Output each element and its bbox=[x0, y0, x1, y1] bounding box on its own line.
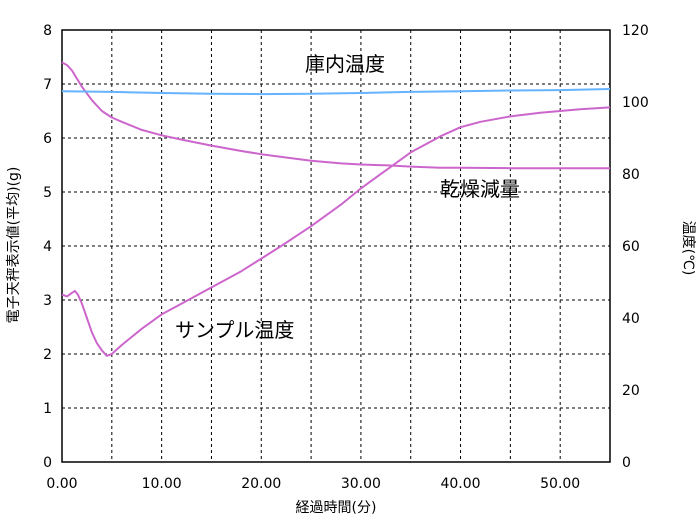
y-right-tick-6: 120 bbox=[622, 23, 649, 39]
y-left-tick-8: 8 bbox=[43, 23, 52, 39]
y-right-tick-5: 100 bbox=[622, 95, 649, 111]
y-left-tick-3: 3 bbox=[43, 293, 52, 309]
tick-labels: 0 1 2 3 4 5 6 7 8 0.00 10.00 20.00 30.00 40.00 50.00 0 2… bbox=[43, 23, 649, 492]
y-right-tick-4: 80 bbox=[622, 167, 640, 183]
grid bbox=[62, 30, 610, 462]
series-layer bbox=[61, 61, 611, 357]
annotation-chamber-temperature: 庫内温度 bbox=[305, 52, 385, 76]
y-left-tick-2: 2 bbox=[43, 347, 52, 363]
series-sample-temperature-line bbox=[61, 106, 611, 357]
plot-frame bbox=[61, 29, 611, 463]
y-right-tick-3: 60 bbox=[622, 239, 640, 255]
y-left-tick-5: 5 bbox=[43, 185, 52, 201]
series-chamber-temperature-line bbox=[61, 88, 611, 96]
y-left-axis-title: 電子天秤表示値(平均)(g) bbox=[6, 167, 22, 324]
x-tick-5: 50.00 bbox=[540, 476, 580, 492]
y-left-tick-4: 4 bbox=[43, 239, 52, 255]
series-drying-loss-line bbox=[61, 61, 610, 170]
y-left-tick-1: 1 bbox=[43, 401, 52, 417]
annotation-drying-loss: 乾燥減量 bbox=[440, 177, 520, 201]
y-right-tick-2: 40 bbox=[622, 311, 640, 327]
x-tick-2: 20.00 bbox=[241, 476, 281, 492]
y-left-tick-7: 7 bbox=[43, 77, 52, 93]
y-right-tick-1: 20 bbox=[622, 383, 640, 399]
x-tick-0: 0.00 bbox=[46, 476, 77, 492]
annotation-sample-temperature: サンプル温度 bbox=[175, 318, 294, 342]
x-tick-3: 30.00 bbox=[341, 476, 381, 492]
x-tick-4: 40.00 bbox=[440, 476, 480, 492]
y-right-axis-title: 温度(℃) bbox=[680, 221, 696, 276]
y-left-tick-0: 0 bbox=[43, 455, 52, 471]
x-tick-1: 10.00 bbox=[142, 476, 182, 492]
y-left-tick-6: 6 bbox=[43, 131, 52, 147]
x-axis-title: 経過時間(分) bbox=[296, 500, 377, 516]
y-right-tick-0: 0 bbox=[622, 455, 631, 471]
